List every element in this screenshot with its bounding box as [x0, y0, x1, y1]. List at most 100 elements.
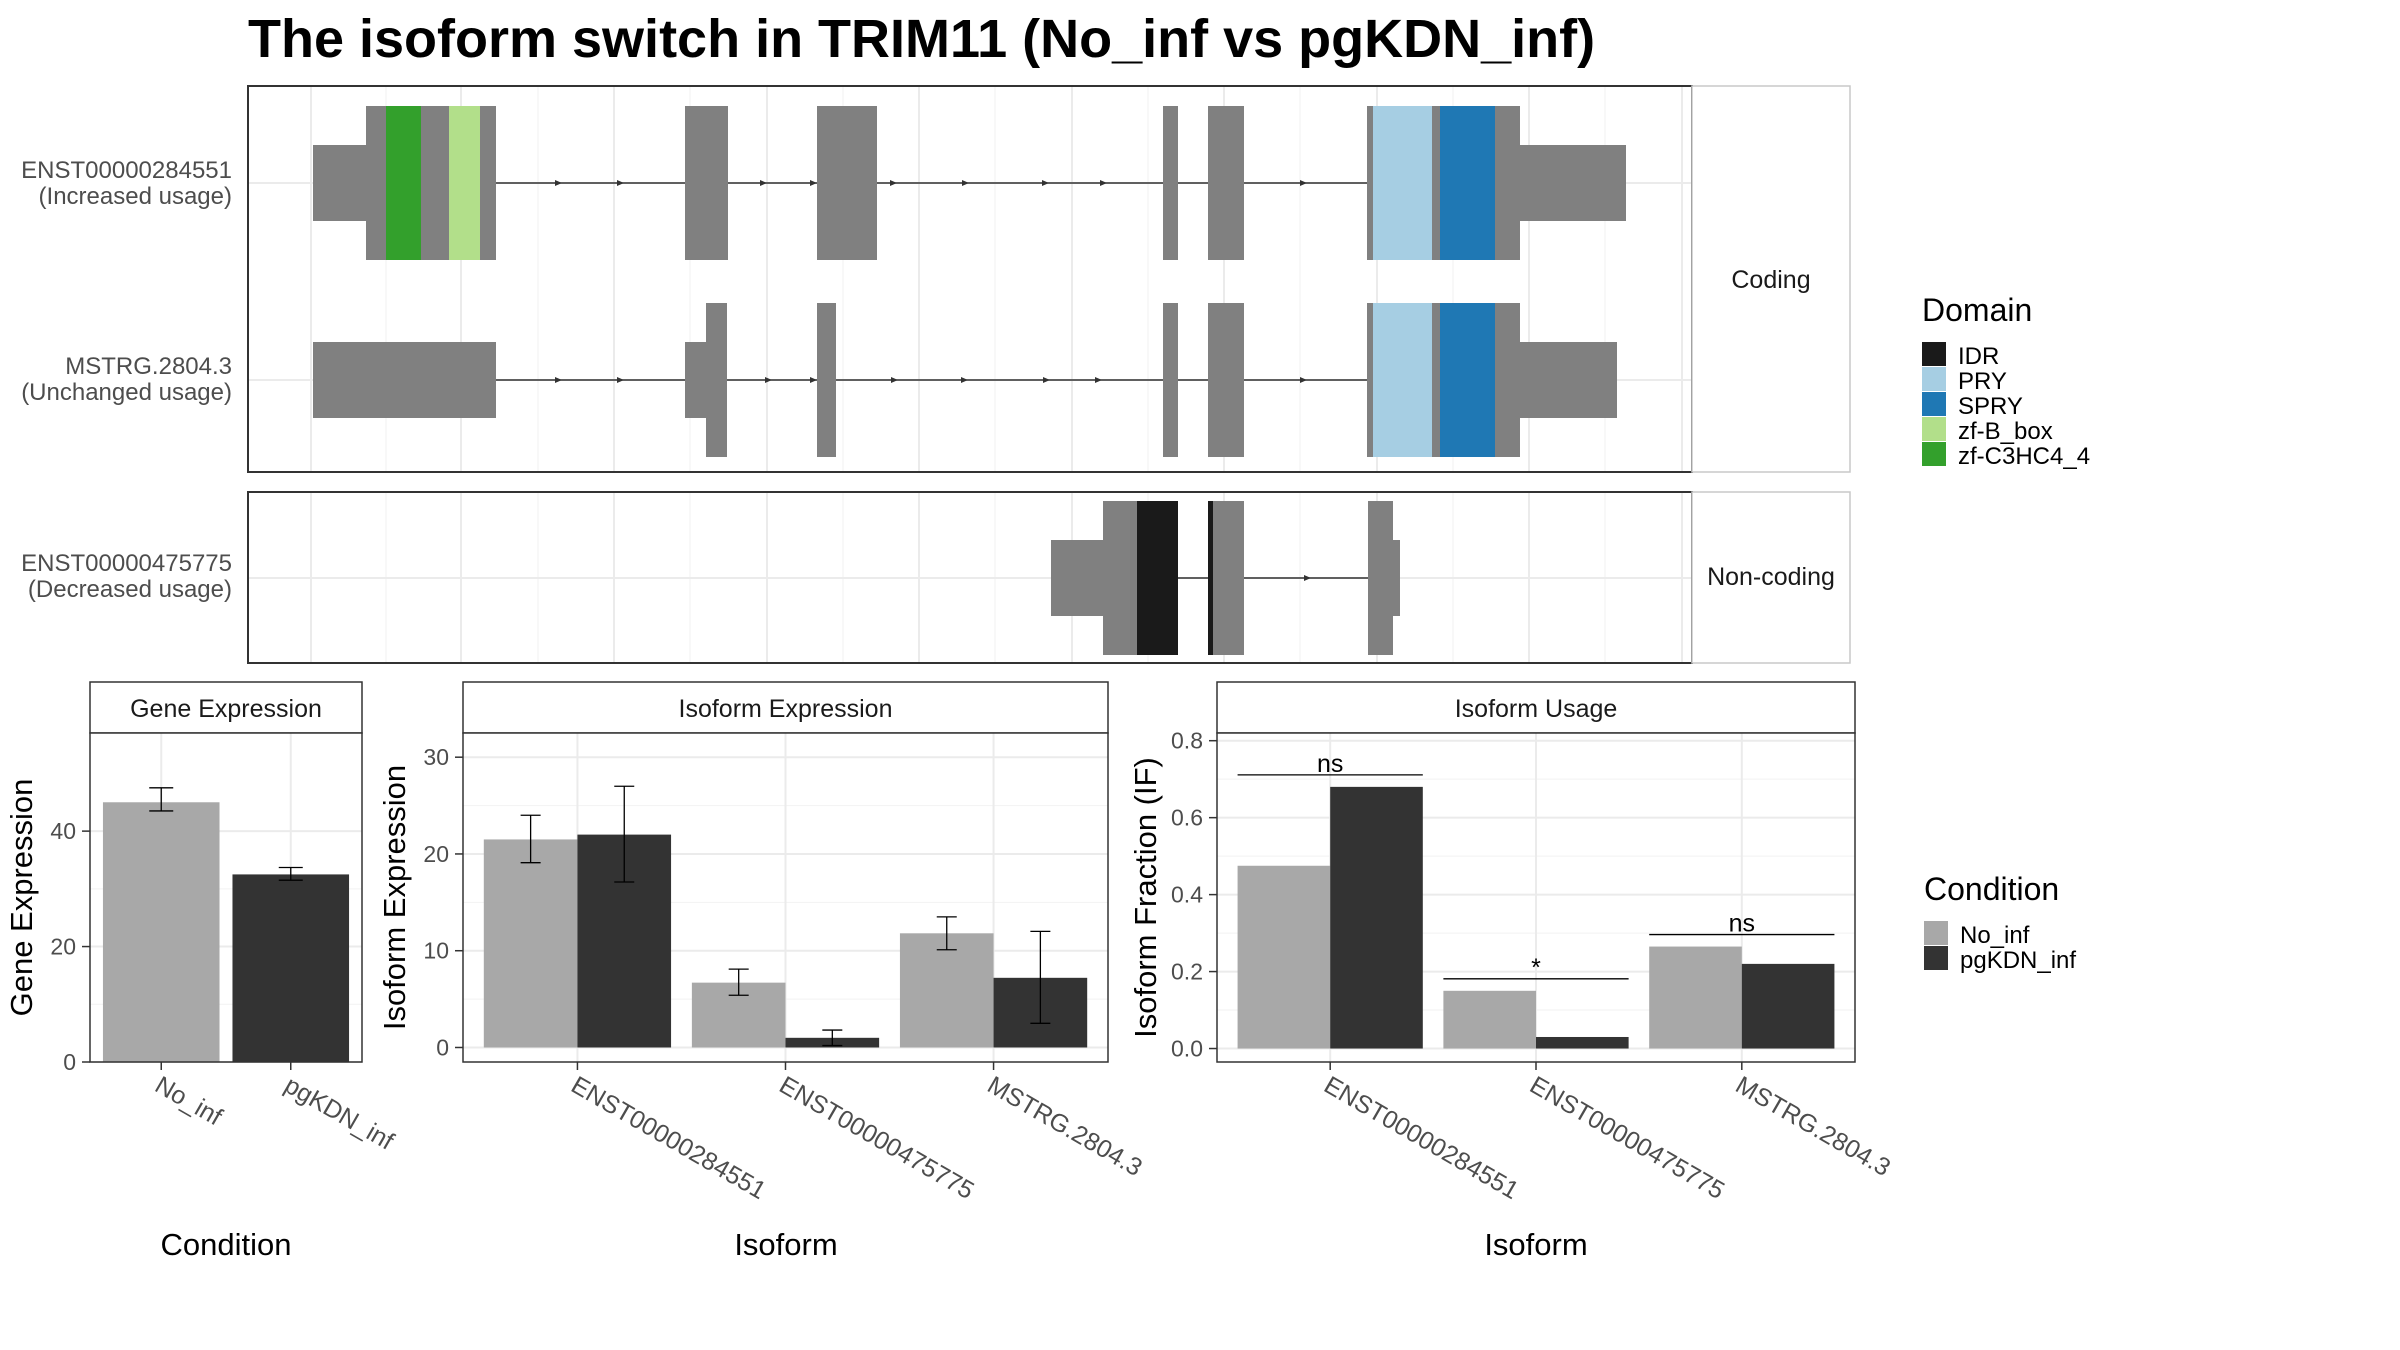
y-tick-label: 0.6	[1171, 805, 1203, 831]
exon-block	[1163, 303, 1178, 457]
bar-no-inf-enst00000284551	[483, 839, 578, 1048]
x-tick-label: ENST00000475775	[775, 1071, 979, 1205]
strip-box	[1216, 681, 1856, 734]
legend-label-no-inf: No_inf	[1960, 922, 2030, 949]
intron-arrow	[1043, 377, 1050, 383]
exon-block	[1368, 501, 1393, 655]
isoform-label-id: ENST00000284551	[21, 157, 232, 184]
utr-block	[1520, 145, 1626, 221]
coding-panel: Coding	[247, 85, 1851, 473]
domain-block	[1440, 106, 1495, 260]
intron-arrow	[961, 377, 968, 383]
y-tick-label: 40	[50, 818, 76, 844]
utr-block	[313, 342, 496, 418]
intron-arrow	[765, 377, 772, 383]
noncoding-strip	[1691, 491, 1851, 664]
isoform-label-id: MSTRG.2804.3	[65, 353, 232, 380]
intron-arrow	[1304, 575, 1311, 581]
x-tick-label: ENST00000475775	[1525, 1071, 1729, 1205]
exon-block	[1432, 106, 1440, 260]
y-tick-label: 0.8	[1171, 728, 1203, 754]
bar-no-inf	[102, 802, 220, 1062]
domain-block	[1440, 303, 1495, 457]
domain-block	[1373, 303, 1432, 457]
coding-transcripts	[313, 106, 1626, 457]
bar-pgkdn-inf	[232, 874, 350, 1062]
exon-block	[817, 303, 836, 457]
domain-block	[1208, 501, 1213, 655]
exon-block	[1495, 106, 1520, 260]
intron-arrow	[810, 180, 817, 186]
strip-label: Isoform Usage	[1455, 695, 1618, 723]
bar-panel-isoform-usage: Isoform Usage ns * ns 0.0 0.2 0.4 0.6 0.8 ENST000…	[1128, 681, 1895, 1262]
strip-box	[89, 681, 363, 734]
bar-pgkdn-inf-mstrg-2804-3	[1741, 963, 1835, 1049]
bar-pgkdn-inf-enst00000284551	[1330, 786, 1423, 1049]
condition-legend: Condition No_inf pgKDN_inf	[1924, 871, 2076, 974]
legend-label-idr: IDR	[1958, 343, 1999, 370]
y-tick-label: 0	[63, 1049, 76, 1075]
y-axis-title: Isoform Fraction (IF)	[1128, 757, 1163, 1038]
legend-key-pgkdn-inf	[1924, 946, 1948, 970]
bar-no-inf-enst00000284551	[1237, 865, 1331, 1049]
domain-legend-title: Domain	[1922, 292, 2032, 328]
isoform-label-id: ENST00000475775	[21, 550, 232, 577]
exon-block	[1367, 106, 1373, 260]
intron-arrow	[555, 377, 562, 383]
bar-panel-gene-expression: Gene Expression 0 20 40 No_inf pgKDN_inf Condi…	[4, 681, 399, 1262]
coding-strip-label: Coding	[1731, 266, 1810, 294]
exon-block	[1213, 501, 1244, 655]
legend-key-zf-b-box	[1922, 417, 1946, 441]
utr-block	[1393, 540, 1400, 616]
legend-key-pry	[1922, 367, 1946, 391]
exon-block	[685, 106, 728, 260]
x-axis-title: Isoform	[1484, 1227, 1587, 1262]
exon-block	[421, 106, 449, 260]
y-tick-label: 10	[423, 938, 449, 964]
y-tick-label: 0	[436, 1034, 449, 1060]
legend-label-pgkdn-inf: pgKDN_inf	[1960, 947, 2076, 974]
x-tick-label: MSTRG.2804.3	[983, 1071, 1147, 1182]
y-tick-label: 30	[423, 744, 449, 770]
legend-label-zf-b-box: zf-B_box	[1958, 418, 2053, 445]
intron-arrow	[1042, 180, 1049, 186]
exon-block	[1103, 501, 1137, 655]
intron-arrow	[1300, 377, 1307, 383]
domain-legend: Domain IDR PRY SPRY zf-B_box zf-C3HC4_4	[1922, 292, 2090, 470]
strip-label: Isoform Expression	[679, 695, 893, 723]
condition-legend-title: Condition	[1924, 871, 2059, 907]
bar-panel-isoform-expression: Isoform Expression 0 10 20 30 ENST00000284551…	[377, 681, 1147, 1262]
strip-label: Gene Expression	[130, 695, 322, 723]
x-axis-title: Condition	[161, 1227, 292, 1262]
exon-block	[480, 106, 496, 260]
exon-block	[1432, 303, 1440, 457]
bar-no-inf-mstrg-2804-3	[1649, 946, 1742, 1049]
exon-block	[1208, 106, 1244, 260]
isoform-labels: ENST00000284551 (Increased usage) MSTRG.…	[21, 157, 232, 603]
bar-no-inf-mstrg-2804-3	[899, 933, 994, 1048]
legend-key-idr	[1922, 342, 1946, 366]
y-tick-label: 0.0	[1171, 1036, 1203, 1062]
x-tick-label: ENST00000284551	[566, 1071, 770, 1205]
utr-block	[1520, 342, 1617, 418]
x-tick-label: MSTRG.2804.3	[1731, 1071, 1895, 1182]
exon-block	[817, 106, 877, 260]
exon-block	[1163, 106, 1178, 260]
noncoding-transcripts	[1051, 501, 1400, 655]
noncoding-panel: Non-coding	[247, 491, 1851, 664]
isoform-label-usage: (Unchanged usage)	[21, 379, 232, 406]
domain-block	[386, 106, 421, 260]
isoform-label-usage: (Decreased usage)	[28, 576, 232, 603]
exon-block	[1367, 303, 1373, 457]
exon-block	[1208, 303, 1244, 457]
significance-label: ns	[1317, 750, 1343, 778]
domain-block	[1373, 106, 1432, 260]
x-tick-label: No_inf	[150, 1071, 227, 1131]
y-tick-label: 20	[50, 934, 76, 960]
domain-block	[449, 106, 480, 260]
legend-key-zf-c3hc4-4	[1922, 442, 1946, 466]
legend-label-zf-c3hc4-4: zf-C3HC4_4	[1958, 443, 2090, 470]
intron-arrow	[1095, 377, 1102, 383]
bar-no-inf-enst00000475775	[1443, 990, 1536, 1049]
